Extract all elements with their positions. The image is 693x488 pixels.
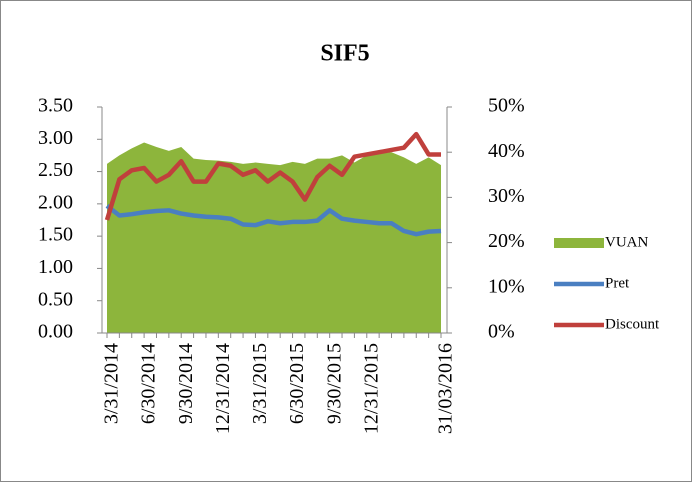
x-tick-label: 9/30/2014 — [175, 343, 197, 424]
x-tick-label: 3/31/2015 — [249, 343, 271, 424]
x-tick-label: 9/30/2015 — [323, 343, 345, 424]
y-tick-label: 2.50 — [38, 159, 73, 181]
legend-label: Pret — [605, 275, 630, 291]
line — [105, 204, 442, 237]
y-tick-label: 1.00 — [38, 256, 73, 278]
y2-tick-label: 0% — [488, 321, 515, 343]
chart-title: SIF5 — [320, 41, 369, 67]
y-tick-label: 3.50 — [38, 95, 73, 117]
y-tick-label: 0.00 — [38, 321, 73, 343]
x-tick-label: 31/03/2016 — [435, 343, 457, 434]
y2-tick-label: 50% — [488, 95, 525, 117]
y-tick-label: 0.50 — [38, 288, 73, 310]
y2-tick-label: 10% — [488, 275, 525, 297]
x-tick-label: 12/31/2015 — [360, 343, 382, 434]
line — [104, 131, 441, 221]
x-tick-label: 6/30/2014 — [138, 343, 160, 424]
area — [107, 142, 441, 333]
y2-tick-label: 40% — [488, 140, 525, 162]
y-tick-label: 3.00 — [38, 127, 73, 149]
x-tick-label: 6/30/2015 — [286, 343, 308, 424]
x-tick-label: 3/31/2014 — [101, 343, 123, 424]
legend-label: VUAN — [605, 234, 648, 250]
legend-label: Discount — [605, 316, 660, 332]
y-tick-label: 1.50 — [38, 224, 73, 246]
legend-swatch — [554, 238, 604, 248]
y-tick-label: 2.00 — [38, 191, 73, 213]
y2-tick-label: 20% — [488, 230, 525, 252]
x-tick-label: 12/31/2014 — [212, 343, 234, 434]
y2-tick-label: 30% — [488, 185, 525, 207]
